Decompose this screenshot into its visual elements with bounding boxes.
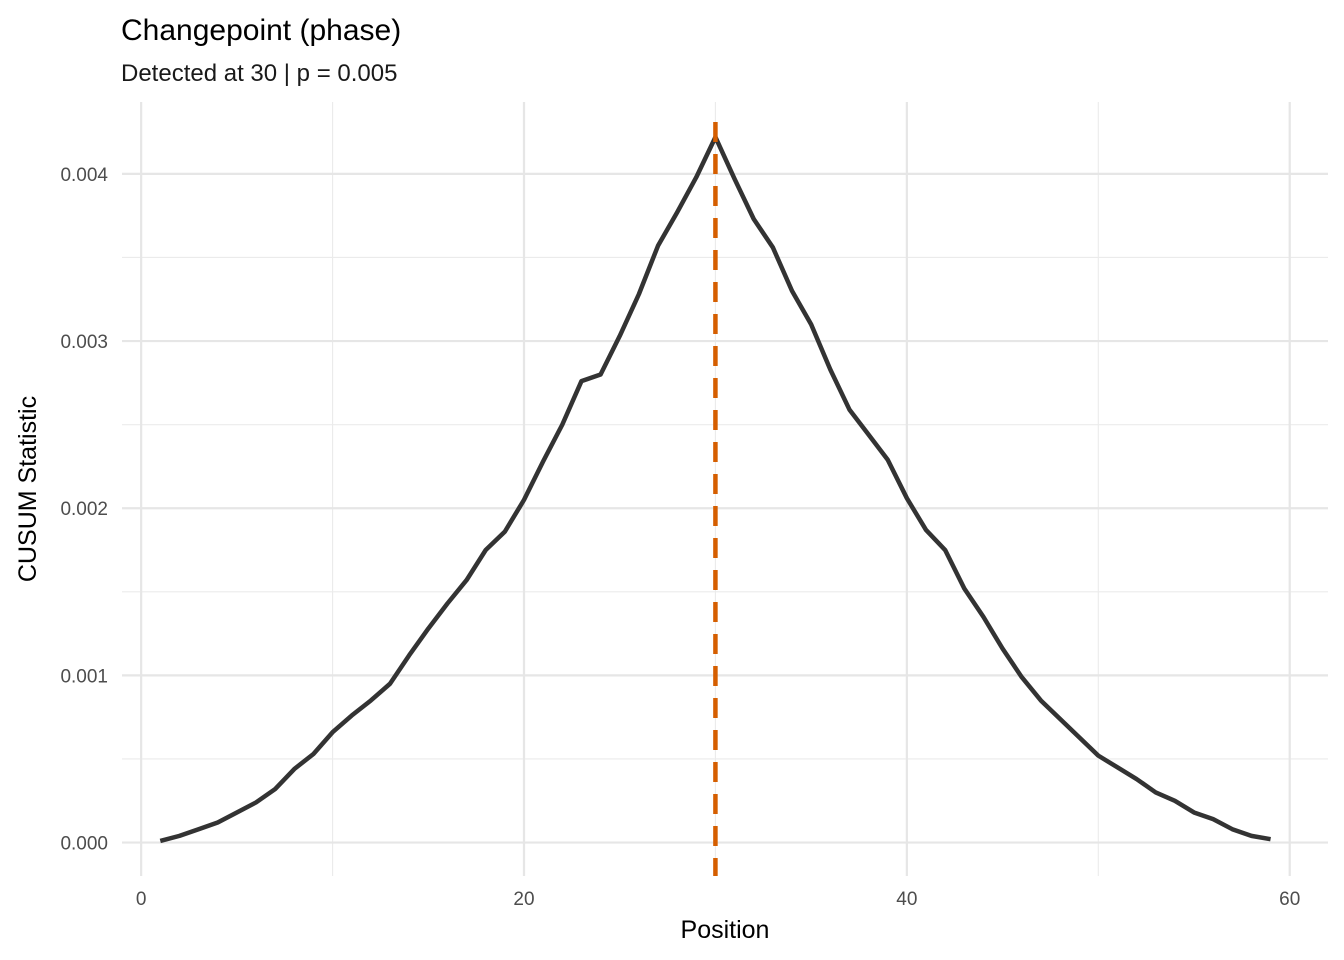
chart-subtitle: Detected at 30 | p = 0.005: [121, 60, 397, 87]
y-axis-title: CUSUM Statistic: [14, 396, 42, 582]
y-tick-label: 0.004: [60, 165, 108, 186]
plot-marks: [159, 122, 1271, 876]
x-tick-label: 60: [1279, 889, 1300, 910]
y-tick-label: 0.002: [60, 499, 108, 520]
x-axis-title: Position: [681, 916, 770, 944]
x-tick-label: 40: [896, 889, 917, 910]
y-tick-label: 0.003: [60, 332, 108, 353]
y-tick-label: 0.001: [60, 666, 108, 687]
x-tick-label: 0: [136, 889, 147, 910]
tick-labels: 0 20 40 60 0.000 0.001 0.002 0.003 0.004: [60, 165, 1300, 910]
x-tick-label: 20: [513, 889, 534, 910]
grid: [122, 102, 1328, 876]
chart-title: Changepoint (phase): [121, 14, 401, 47]
y-tick-label: 0.000: [60, 834, 108, 855]
